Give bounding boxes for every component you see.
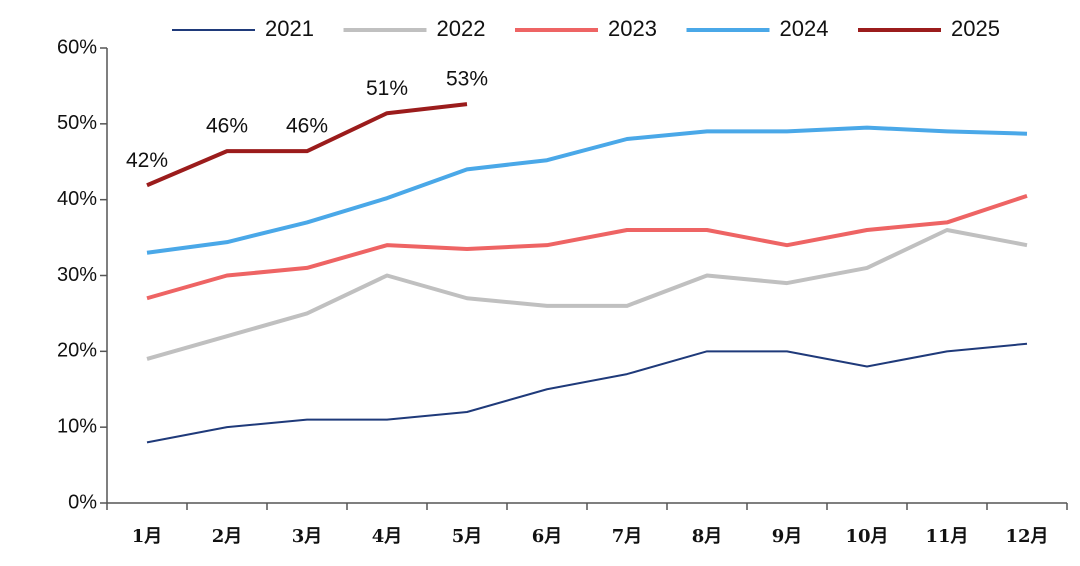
legend-label: 2025 [951, 16, 1000, 41]
legend-label: 2022 [437, 16, 486, 41]
x-tick-label: 7月 [612, 526, 643, 547]
x-tick-label: 11月 [925, 526, 968, 547]
x-tick-label: 5月 [452, 526, 483, 547]
x-tick-label: 10月 [845, 526, 888, 547]
series-line [146, 102, 468, 188]
series-line [146, 125, 1028, 255]
x-tick-label: 2月 [212, 526, 243, 547]
x-tick-label: 6月 [532, 526, 563, 547]
y-tick-label: 40% [57, 188, 97, 210]
data-label: 42% [126, 149, 168, 172]
legend-label: 2021 [265, 16, 314, 41]
series-line [146, 228, 1028, 361]
data-label: 46% [206, 115, 248, 138]
x-tick-label: 1月 [132, 526, 163, 547]
y-tick-label: 0% [68, 491, 97, 513]
x-tick-label: 3月 [292, 526, 323, 547]
series-line [146, 193, 1028, 301]
y-tick-label: 60% [57, 36, 97, 58]
x-tick-label: 12月 [1005, 526, 1048, 547]
x-tick-label: 9月 [772, 526, 803, 547]
data-label: 51% [366, 77, 408, 100]
series-line [146, 342, 1028, 444]
x-tick-label: 4月 [372, 526, 403, 547]
y-tick-label: 50% [57, 112, 97, 134]
data-label: 53% [446, 68, 488, 91]
x-tick-label: 8月 [692, 526, 723, 547]
y-tick-label: 30% [57, 264, 97, 286]
y-tick-label: 20% [57, 340, 97, 362]
y-tick-label: 10% [57, 415, 97, 437]
data-label: 46% [286, 115, 328, 138]
legend-label: 2023 [608, 16, 657, 41]
legend-label: 2024 [780, 16, 829, 41]
